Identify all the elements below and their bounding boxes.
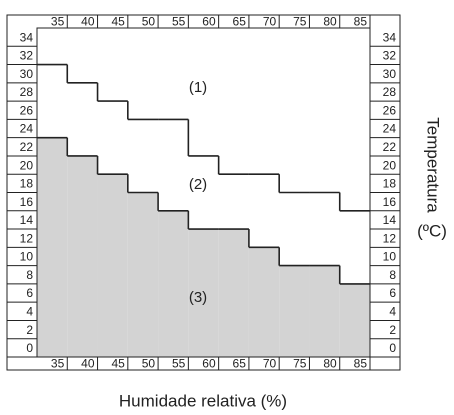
- y-tick-label: 10: [20, 250, 34, 264]
- y-tick-label: 12: [20, 231, 34, 245]
- y-tick-label-right: 18: [383, 177, 397, 191]
- area-segment: [218, 229, 249, 357]
- x-tick-label-bottom: 50: [142, 357, 156, 371]
- area-segment: [248, 247, 280, 357]
- x-tick-label: 65: [233, 15, 247, 29]
- y-tick-label-right: 30: [383, 67, 397, 81]
- area-segment: [309, 265, 340, 357]
- y-tick-label: 22: [20, 140, 34, 154]
- x-tick-label: 55: [172, 15, 186, 29]
- y-tick-label-right: 16: [383, 195, 397, 209]
- x-tick-label-bottom: 45: [111, 357, 125, 371]
- y-tick-label: 34: [20, 30, 34, 44]
- y-tick-label: 0: [26, 341, 33, 355]
- y-tick-label-right: 20: [383, 158, 397, 172]
- x-tick-label-bottom: 65: [233, 357, 247, 371]
- y-tick-label-right: 14: [383, 213, 397, 227]
- area-segment: [188, 229, 219, 357]
- y-tick-label: 28: [20, 85, 34, 99]
- area-segment: [127, 192, 159, 357]
- x-tick-label-bottom: 80: [323, 357, 337, 371]
- y-tick-label: 8: [26, 268, 33, 282]
- y-tick-label-right: 12: [383, 231, 397, 245]
- x-tick-label: 40: [81, 15, 95, 29]
- y-tick-label-right: 10: [383, 250, 397, 264]
- y-tick-label: 2: [26, 323, 33, 337]
- x-tick-label-bottom: 75: [293, 357, 307, 371]
- y-tick-label-right: 6: [389, 286, 396, 300]
- y-tick-label: 18: [20, 177, 34, 191]
- y-tick-label: 4: [26, 304, 33, 318]
- area-segment: [67, 155, 98, 357]
- y-tick-label-right: 4: [389, 304, 396, 318]
- region-label: (3): [189, 289, 207, 306]
- x-tick-label: 50: [142, 15, 156, 29]
- x-tick-label: 35: [51, 15, 65, 29]
- y-tick-label-right: 32: [383, 49, 397, 63]
- x-tick-label: 85: [354, 15, 368, 29]
- y-tick-label: 26: [20, 103, 34, 117]
- x-tick-label-bottom: 40: [81, 357, 95, 371]
- x-tick-label: 70: [263, 15, 277, 29]
- y-tick-label-right: 22: [383, 140, 397, 154]
- area-segment: [339, 283, 370, 357]
- region-label: (1): [189, 79, 207, 96]
- x-tick-label-bottom: 70: [263, 357, 277, 371]
- x-tick-label-bottom: 85: [354, 357, 368, 371]
- y-tick-label-right: 8: [389, 268, 396, 282]
- y-tick-label: 6: [26, 286, 33, 300]
- y-tick-label-right: 34: [383, 30, 397, 44]
- y-tick-label-right: 28: [383, 85, 397, 99]
- x-tick-label: 45: [111, 15, 125, 29]
- y-tick-label: 16: [20, 195, 34, 209]
- area-segment: [279, 265, 310, 357]
- y-tick-label: 20: [20, 158, 34, 172]
- y-tick-label-right: 0: [389, 341, 396, 355]
- x-tick-label-bottom: 35: [51, 357, 65, 371]
- area-segment: [97, 174, 128, 357]
- y-tick-label-right: 26: [383, 103, 397, 117]
- y-tick-label: 32: [20, 49, 34, 63]
- x-axis-label: Humidade relativa (%): [119, 391, 287, 410]
- x-tick-label-bottom: 60: [202, 357, 216, 371]
- y-tick-label: 30: [20, 67, 34, 81]
- area-segment: [158, 210, 189, 357]
- y-tick-label-right: 2: [389, 323, 396, 337]
- y-tick-label: 24: [20, 122, 34, 136]
- x-tick-label-bottom: 55: [172, 357, 186, 371]
- y-axis-label: Temperatura: [424, 117, 443, 213]
- x-tick-label: 60: [202, 15, 216, 29]
- y-tick-label: 14: [20, 213, 34, 227]
- area-segment: [37, 137, 68, 357]
- y-tick-label-right: 24: [383, 122, 397, 136]
- x-tick-label: 80: [323, 15, 337, 29]
- region-label: (2): [189, 176, 207, 193]
- x-tick-label: 75: [293, 15, 307, 29]
- y-axis-unit: (ºC): [417, 221, 447, 240]
